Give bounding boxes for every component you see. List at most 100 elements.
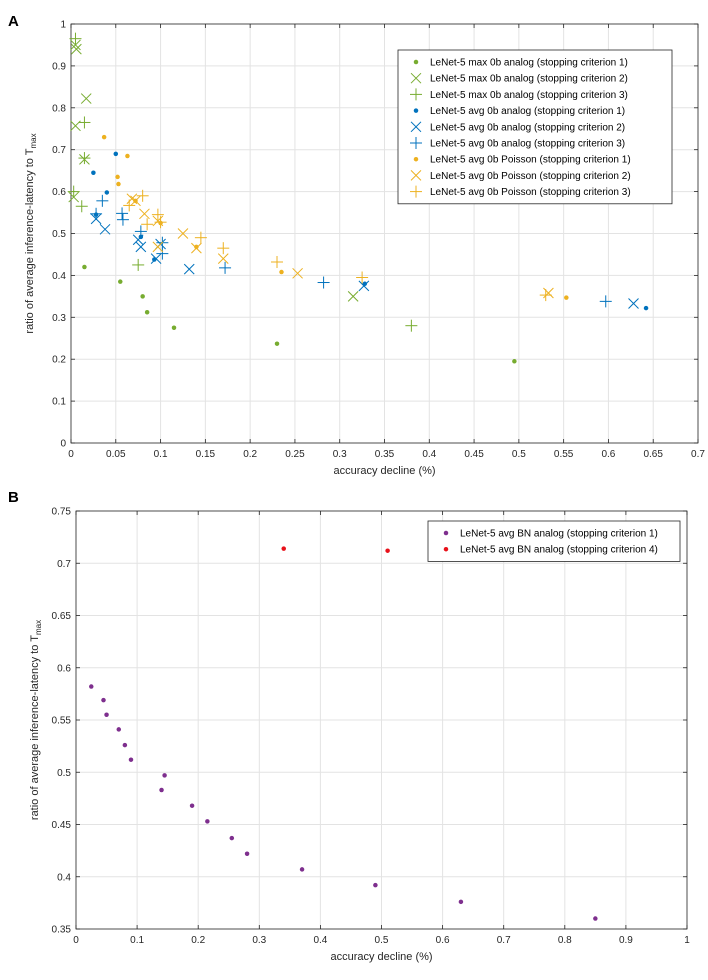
chart-a-s6-point-8 — [564, 295, 569, 300]
chart-b-xtick-label-1: 0.1 — [130, 935, 144, 946]
chart-a-s4-point-7-stroke-b — [358, 280, 370, 292]
chart-a-s7-point-0-stroke-b — [126, 193, 138, 205]
chart-a-legend-marker-7-stroke-b — [410, 170, 422, 181]
chart-a-s0-point-5 — [274, 341, 280, 346]
chart-a-s4-point-2 — [132, 234, 144, 246]
chart-a-ytick-label-3: 0.3 — [52, 313, 66, 324]
chart-a-s7-point-8-stroke-b — [292, 267, 303, 279]
chart-b-ytick-label-3: 0.5 — [57, 768, 71, 779]
chart-a-legend-label-8: LeNet-5 avg 0b Poisson (stopping criteri… — [430, 187, 631, 198]
chart-b-xtick-label-7: 0.7 — [497, 935, 511, 946]
chart-a-series-2 — [67, 32, 418, 332]
chart-b-legend-marker-1 — [443, 546, 449, 552]
chart-a-ytick-label-6: 0.6 — [52, 187, 66, 198]
chart-a-s7-point-9-stroke-b — [543, 287, 554, 299]
chart-a-s7-point-6-stroke-b — [191, 242, 202, 254]
chart-a-legend-marker-1-stroke-b — [410, 72, 422, 84]
chart-a-legend-marker-3 — [413, 108, 419, 113]
chart-a-legend-marker-2 — [410, 88, 422, 101]
chart-b-s0-point-1 — [101, 697, 106, 703]
chart-a-xtick-label-14: 0.7 — [691, 449, 705, 460]
chart-a-legend-label-3: LeNet-5 avg 0b analog (stopping criterio… — [430, 106, 625, 117]
chart-b-ytick-label-1: 0.4 — [57, 872, 71, 883]
chart-b-legend-box — [427, 520, 681, 562]
chart-a-legend-label-0: LeNet-5 max 0b analog (stopping criterio… — [430, 58, 628, 69]
chart-b-s0-point-5 — [128, 757, 134, 762]
chart-b-xtick-label-3: 0.3 — [252, 935, 266, 946]
chart-a-s4-point-8-stroke-b — [628, 298, 639, 309]
chart-a-s8-point-1 — [136, 189, 149, 202]
chart-a-s5-point-2 — [116, 207, 129, 220]
chart-a-s4-point-5-stroke-b — [150, 253, 162, 264]
chart-a-s7-point-1 — [130, 195, 141, 207]
chart-a-s1-point-0-stroke-b — [70, 39, 81, 51]
chart-a-legend-marker-8 — [410, 185, 422, 198]
chart-b-xtick-label-2: 0.2 — [191, 935, 205, 946]
chart-a: 0 0.05 0.1 0.15 0.2 0.25 0.3 0.35 0.4 0.45 0.5 0.55… — [24, 20, 705, 478]
chart-b-legend-marker-0 — [443, 530, 449, 536]
chart-b-s0-point-11 — [244, 851, 250, 857]
chart-a-s2-point-4 — [75, 200, 88, 213]
chart-b: 0 0.1 0.2 0.3 0.4 0.5 0.6 0.7 0.8 0.9 1 0.35 0.4 0.45… — [29, 507, 690, 964]
chart-a-xtick-label-3: 0.15 — [196, 449, 216, 460]
chart-a-s5-point-4 — [134, 225, 147, 238]
chart-b-xtick-label-10: 1 — [684, 935, 690, 946]
chart-a-s5-point-6 — [156, 247, 169, 260]
chart-b-xtick-label-6: 0.6 — [436, 935, 450, 946]
chart-a-s6-point-1 — [115, 174, 120, 180]
chart-b-xtick-label-9: 0.9 — [619, 935, 633, 946]
chart-b-s0-point-13 — [373, 882, 378, 888]
chart-b-ytick-label-4: 0.55 — [52, 716, 72, 727]
chart-b-s0-point-15 — [593, 916, 598, 921]
chart-a-s1-point-1-stroke-b — [71, 43, 82, 55]
chart-a-s1-point-6-stroke-b — [347, 290, 359, 302]
chart-a-legend-label-5: LeNet-5 avg 0b analog (stopping criterio… — [430, 139, 625, 150]
chart-a-s0-point-0 — [82, 264, 87, 270]
chart-a-s1-point-1 — [71, 43, 82, 55]
chart-b-xtick-label-0: 0 — [73, 935, 79, 946]
chart-a-s2-point-2 — [78, 152, 91, 165]
chart-a-s2-point-1 — [78, 116, 91, 129]
chart-a-s6-point-6 — [194, 244, 199, 250]
chart-b-s0-point-9 — [205, 819, 210, 824]
chart-a-s1-point-3 — [80, 93, 92, 104]
chart-a-s3-point-1 — [91, 170, 96, 175]
chart-a-s4-point-2-stroke-b — [132, 234, 144, 246]
chart-a-s3-point-6 — [362, 281, 368, 287]
chart-b-s0-point-6 — [159, 787, 164, 793]
chart-a-s2-point-6 — [405, 319, 418, 332]
chart-a-s4-point-6-stroke-b — [183, 263, 195, 275]
chart-a-s7-point-4-stroke-b — [152, 241, 164, 253]
chart-a-s7-point-0 — [126, 193, 138, 205]
chart-a-legend-box — [397, 49, 673, 205]
chart-a-s4-point-3 — [135, 241, 147, 253]
chart-b-s0-point-12 — [299, 867, 305, 872]
chart-a-s0-point-6 — [512, 359, 517, 364]
chart-a-ytick-label-7: 0.7 — [52, 145, 66, 156]
chart-a-s0-point-3 — [144, 310, 150, 315]
chart-a-legend-marker-7 — [410, 170, 422, 181]
chart-a-legend-marker-5 — [410, 137, 422, 149]
chart-a-s7-point-9 — [543, 287, 554, 299]
chart-b-ytick-label-8: 0.75 — [52, 507, 72, 518]
chart-a-s7-point-4 — [152, 241, 164, 253]
chart-a-s0-point-4 — [171, 325, 177, 331]
chart-b-ytick-label-6: 0.65 — [52, 611, 72, 622]
chart-a-series — [67, 32, 649, 364]
chart-a-xtick-label-6: 0.3 — [333, 449, 347, 460]
chart-b-legend-label-0: LeNet-5 avg BN analog (stopping criterio… — [460, 529, 658, 540]
chart-a-s6-point-2 — [125, 153, 130, 159]
chart-a-s5-point-3 — [116, 213, 129, 226]
chart-a-legend-label-7: LeNet-5 avg 0b Poisson (stopping criteri… — [430, 171, 631, 182]
chart-b-s0-point-4 — [122, 742, 128, 748]
chart-a-xtick-label-12: 0.6 — [601, 449, 615, 460]
chart-a-s8-point-3 — [151, 208, 164, 221]
chart-a-ytick-label-8: 0.8 — [52, 103, 66, 114]
chart-a-s7-point-1-stroke-b — [130, 195, 141, 207]
chart-b-series-1 — [281, 546, 390, 553]
chart-a-s7-point-6 — [191, 242, 202, 254]
chart-a-legend-marker-4 — [410, 121, 422, 133]
chart-b-ylabel: ratio of average inference-latency to Tm… — [29, 620, 43, 820]
chart-a-s8-point-9 — [539, 289, 552, 302]
chart-b-s0-point-14 — [458, 899, 464, 905]
